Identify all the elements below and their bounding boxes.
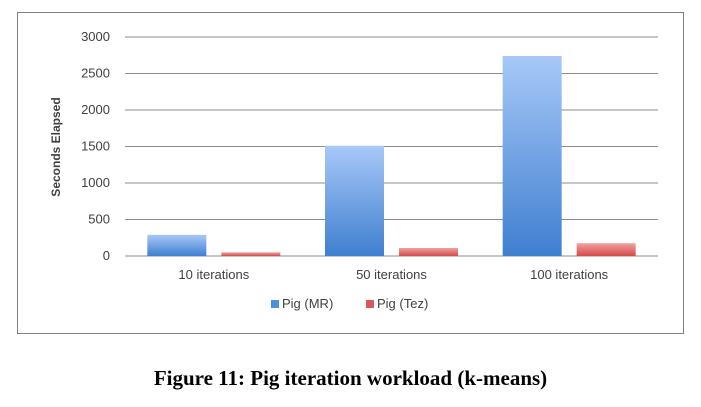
y-tick-label: 500 [88, 212, 110, 227]
x-tick-label: 100 iterations [530, 267, 609, 282]
bar-pig-mr [325, 145, 384, 256]
bar-pig-tez [399, 247, 458, 256]
bar-pig-mr [147, 234, 207, 256]
y-tick-label: 2500 [81, 66, 110, 81]
figure-caption: Figure 11: Pig iteration workload (k-mea… [153, 366, 548, 390]
y-axis-ticks: 0 500 1000 1500 2000 2500 3000 [81, 29, 110, 263]
gridlines [125, 36, 658, 257]
legend: Pig (MR) Pig (Tez) [271, 296, 428, 311]
bar-pig-mr [502, 55, 562, 257]
bar-pig-tez [576, 243, 636, 256]
x-tick-label: 50 iterations [356, 267, 427, 282]
y-tick-label: 2000 [81, 102, 110, 117]
y-tick-label: 1000 [81, 175, 110, 190]
y-tick-label: 1500 [81, 139, 110, 154]
bar-pig-tez [221, 252, 281, 256]
legend-swatch [366, 300, 374, 308]
bars [147, 55, 636, 257]
y-tick-label: 3000 [81, 29, 110, 44]
x-axis-ticks: 10 iterations 50 iterations 100 iterations [178, 267, 608, 282]
legend-swatch [271, 300, 279, 308]
legend-label: Pig (Tez) [377, 296, 428, 311]
y-axis-label: Seconds Elapsed [49, 97, 63, 196]
legend-label: Pig (MR) [282, 296, 333, 311]
y-tick-label: 0 [103, 248, 110, 263]
x-tick-label: 10 iterations [178, 267, 249, 282]
